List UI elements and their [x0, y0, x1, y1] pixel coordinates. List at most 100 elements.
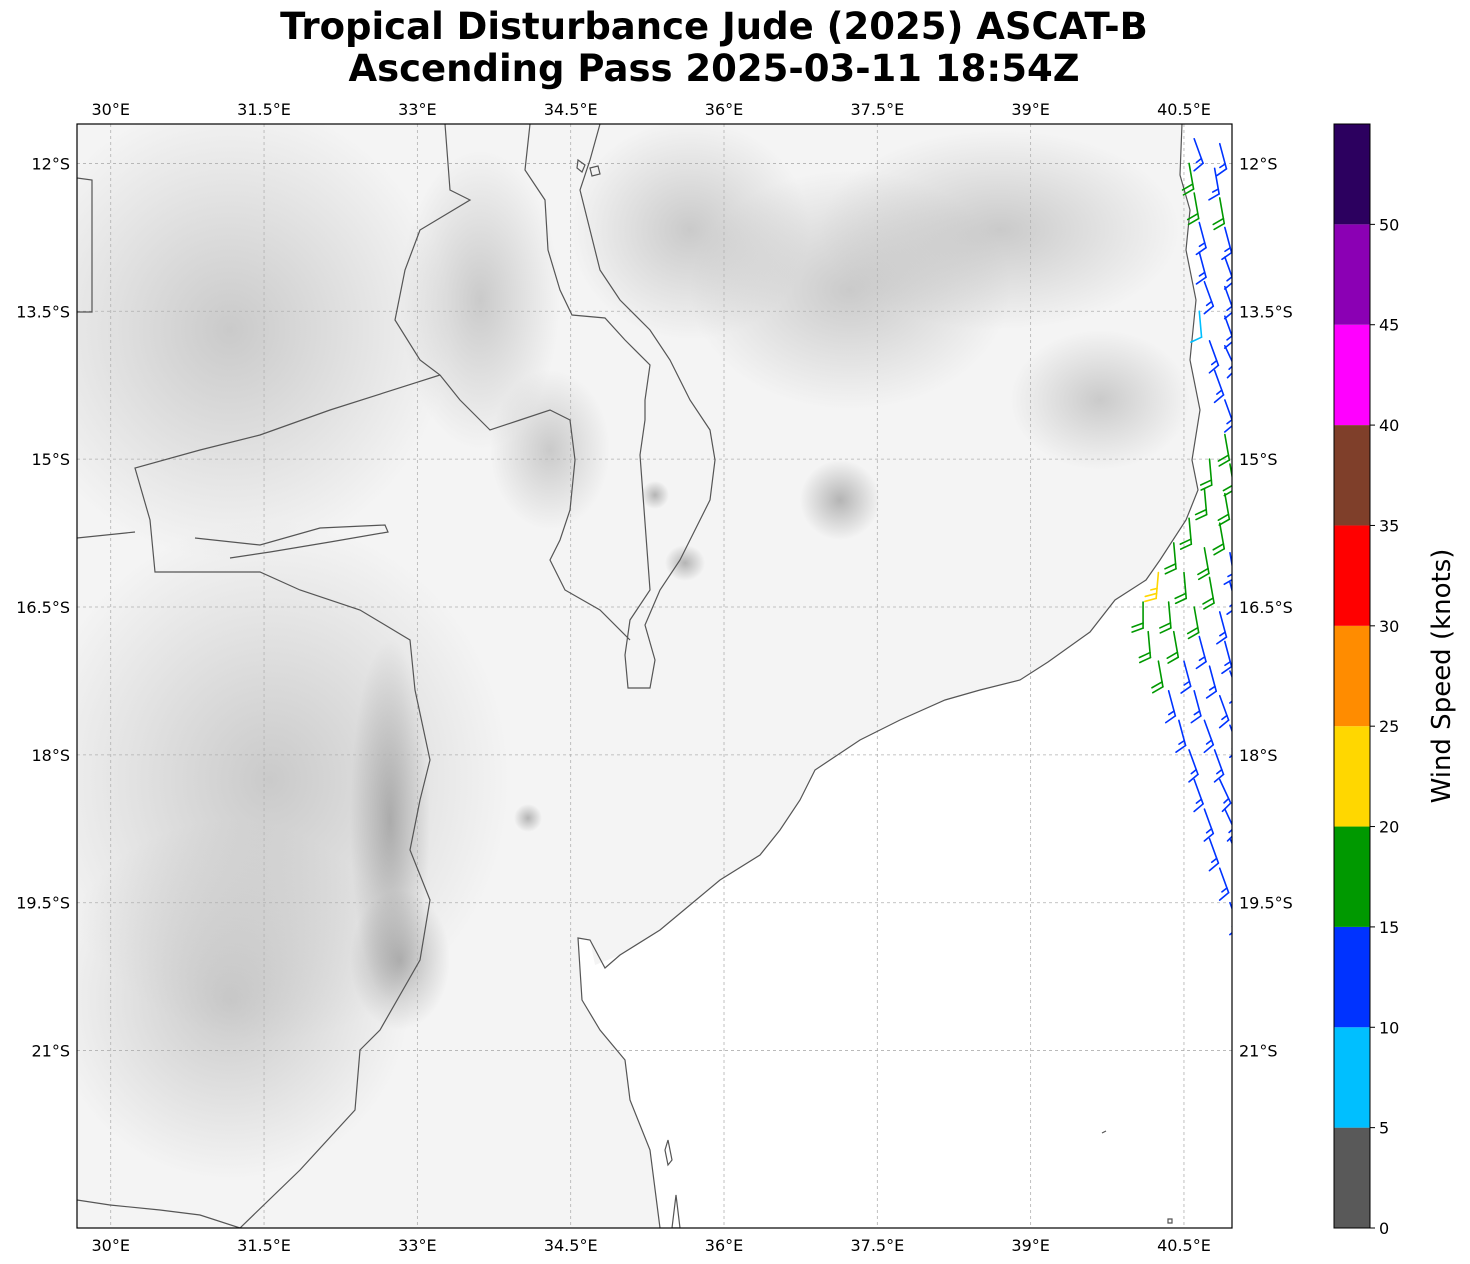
lon-label-top: 34.5°E: [544, 100, 598, 119]
lat-label-left: 19.5°S: [16, 894, 70, 913]
wind-barb: [1151, 660, 1164, 694]
colorbar-frame: [1333, 123, 1371, 1229]
wind-barb: [1166, 630, 1180, 664]
wind-barb: [1186, 192, 1200, 226]
wind-barb: [1208, 837, 1220, 872]
wind-barb: [1212, 197, 1226, 231]
colorbar-tick-label: 5: [1379, 1119, 1389, 1138]
wind-barb: [1218, 778, 1232, 813]
wind-barb: [1180, 660, 1192, 694]
wind-barb: [1223, 315, 1232, 349]
lon-label-top: 33°E: [398, 100, 436, 119]
wind-barb: [1190, 689, 1202, 724]
lon-labels-bottom: 30°E 31.5°E 33°E 34.5°E 36°E 37.5°E 39°E 40.5°E: [91, 1236, 1210, 1255]
lat-label-left: 15°S: [31, 450, 70, 469]
wind-barb: [1197, 547, 1210, 581]
lon-label-bottom: 40.5°E: [1157, 1236, 1211, 1255]
lat-label-left: 18°S: [31, 746, 70, 765]
wind-barb: [1195, 251, 1207, 285]
wind-barb: [1159, 601, 1172, 634]
wind-barb: [1208, 167, 1220, 201]
wind-barb: [1223, 551, 1232, 586]
colorbar-bin: [1334, 124, 1370, 225]
colorbar-tick-label: 35: [1379, 516, 1399, 535]
colorbar-tick-label: 50: [1379, 215, 1399, 234]
lon-label-top: 40.5°E: [1157, 100, 1211, 119]
lon-label-bottom: 33°E: [398, 1236, 436, 1255]
wind-barb: [1203, 719, 1215, 754]
colorbar-bin: [1334, 926, 1370, 1028]
island-1: [664, 1139, 673, 1167]
wind-barb: [1218, 694, 1230, 729]
wind-barb: [1138, 630, 1152, 664]
wind-barb: [1221, 226, 1232, 261]
colorbar-tick-label: 10: [1379, 1018, 1399, 1037]
lat-label-left: 21°S: [31, 1042, 70, 1061]
wind-barb: [1181, 162, 1195, 196]
colorbar-bin: [1334, 625, 1370, 727]
wind-barb: [1203, 280, 1215, 315]
lake-small-1: [576, 158, 586, 173]
colorbar-tick-label: 25: [1379, 717, 1399, 736]
wind-barb: [1194, 487, 1208, 521]
lon-label-top: 36°E: [705, 100, 743, 119]
lon-label-bottom: 37.5°E: [850, 1236, 904, 1255]
colorbar: 0 5 10 15 20 25 30 35 40 45 50: [1333, 123, 1399, 1238]
wind-barb: [1190, 310, 1203, 343]
wind-barb: [1195, 635, 1207, 670]
colorbar-bin: [1334, 1127, 1370, 1228]
lat-label-right: 21°S: [1239, 1042, 1278, 1061]
wind-barb: [1203, 808, 1215, 842]
wind-barb: [1223, 399, 1232, 433]
wind-barb: [1202, 576, 1215, 610]
colorbar-bin: [1334, 224, 1370, 325]
colorbar-tick-label: 20: [1379, 818, 1399, 837]
wind-barb: [1213, 369, 1225, 404]
wind-barb: [1223, 285, 1232, 320]
wind-barb: [1164, 689, 1177, 724]
wind-barb: [1216, 611, 1228, 645]
wind-barb: [1208, 340, 1220, 374]
border-malawi-zambia: [394, 124, 631, 641]
lon-label-bottom: 36°E: [705, 1236, 743, 1255]
colorbar-bin: [1334, 425, 1370, 526]
lat-label-right: 19.5°S: [1239, 894, 1293, 913]
lat-label-left: 12°S: [31, 154, 70, 173]
colorbar-tick-label: 40: [1379, 416, 1399, 435]
lon-label-bottom: 34.5°E: [544, 1236, 598, 1255]
wind-barb: [1144, 571, 1160, 603]
wind-barb: [1179, 517, 1193, 550]
lon-label-bottom: 39°E: [1011, 1236, 1049, 1255]
colorbar-bin: [1334, 525, 1370, 626]
wind-barb: [1174, 571, 1188, 605]
map-frame: [76, 123, 1233, 1229]
island-3: [1167, 1218, 1173, 1224]
wind-barb: [1188, 749, 1199, 783]
wind-barb: [1164, 542, 1177, 575]
colorbar-tick-label: 0: [1379, 1219, 1389, 1238]
ocean: [578, 124, 1232, 1228]
lon-label-top: 30°E: [91, 100, 129, 119]
wind-barb: [1131, 601, 1144, 633]
lon-label-bottom: 31.5°E: [237, 1236, 291, 1255]
lake-small-2: [589, 165, 601, 177]
wind-barb: [1175, 719, 1187, 753]
lat-label-right: 15°S: [1239, 450, 1278, 469]
lon-label-top: 39°E: [1011, 100, 1049, 119]
lon-labels-top: 30°E 31.5°E 33°E 34.5°E 36°E 37.5°E 39°E 40.5°E: [91, 100, 1210, 119]
colorbar-tick-label: 45: [1379, 316, 1399, 335]
lat-label-left: 13.5°S: [16, 302, 70, 321]
wind-barb: [1217, 433, 1231, 467]
border-south: [77, 1199, 241, 1228]
lat-label-right: 16.5°S: [1239, 598, 1293, 617]
wind-barb: [1213, 749, 1225, 783]
border-west-lat: [77, 531, 136, 539]
wind-barb: [1216, 142, 1228, 177]
lat-label-right: 18°S: [1239, 746, 1278, 765]
coastlines: [77, 124, 1201, 1228]
lake-malawi: [524, 124, 716, 689]
title-line-1: Tropical Disturbance Jude (2025) ASCAT-B: [280, 5, 1148, 48]
colorbar-bin: [1334, 726, 1370, 827]
border-west: [77, 177, 93, 313]
